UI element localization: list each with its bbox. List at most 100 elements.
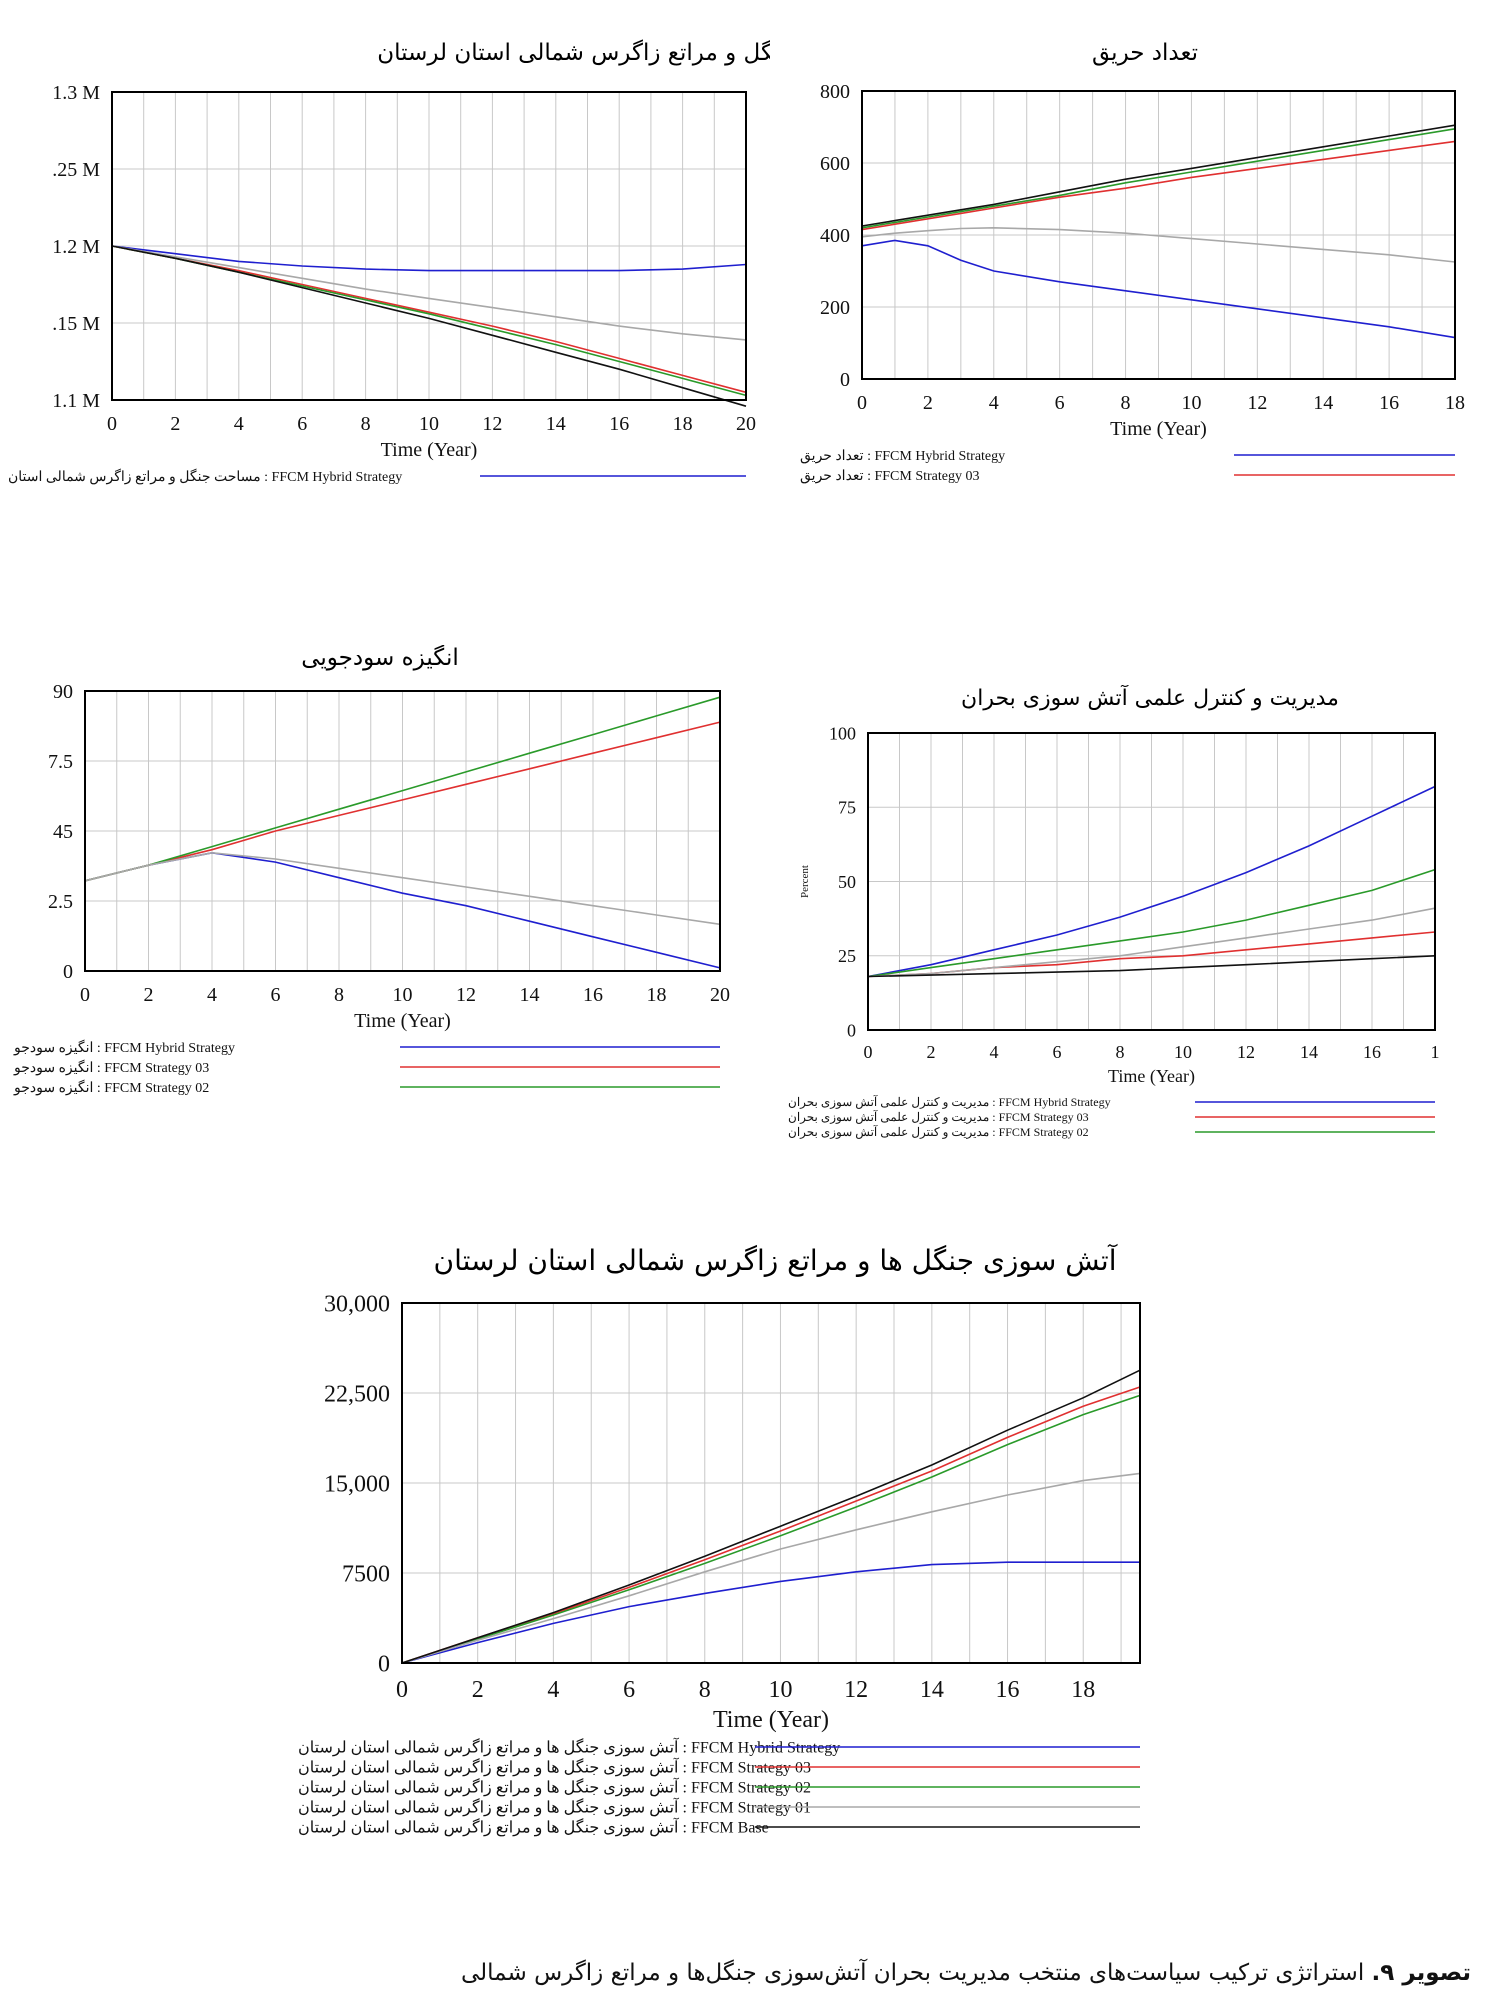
series-line-ffcm-strategy-02 [861,128,1456,229]
y-tick-label: 600 [820,153,850,175]
x-tick-label: 2 [923,392,933,414]
x-tick-label: 0 [396,1677,408,1703]
x-tick-label: 20 [710,984,730,1006]
chart-title: مدیریت و کنترل علمی آتش سوزی بحران [961,685,1339,711]
y-tick-label: 25 [838,946,856,966]
y-tick-label: 22,500 [324,1381,390,1407]
x-tick-label: 12 [1247,392,1267,414]
y-tick-label: .25 M [52,159,100,181]
x-tick-label: 10 [419,413,439,435]
y-tick-label: 1.3 M [52,82,100,104]
x-tick-label: 2 [472,1677,484,1703]
y-tick-label: 90 [53,681,73,703]
x-tick-label: 8 [1116,1042,1125,1062]
y-axis-label: Percent [799,865,811,898]
x-tick-label: 10 [1174,1042,1192,1062]
series-line-ffcm-base [867,955,1436,978]
x-tick-label: 4 [207,984,217,1006]
x-tick-label: 18 [1445,392,1465,414]
x-tick-label: 16 [996,1677,1020,1703]
x-axis-label: Time (Year) [381,439,478,461]
legend-label: انگیزه سودجو : FFCM Strategy 03 [13,1059,209,1076]
x-tick-label: 14 [520,984,540,1006]
legend-label: انگیزه سودجو : FFCM Hybrid Strategy [13,1039,235,1056]
x-tick-label: 10 [768,1677,792,1703]
chart-wildfire: آتش سوزی جنگل ها و مراتع زاگرس شمالی است… [298,1244,1141,1837]
x-tick-label: 4 [989,392,999,414]
y-tick-label: 50 [838,872,856,892]
x-tick-label: 2 [927,1042,936,1062]
legend-label: آتش سوزی جنگل ها و مراتع زاگرس شمالی است… [298,1757,811,1777]
y-tick-label: 7500 [342,1561,390,1587]
x-tick-label: 12 [1237,1042,1255,1062]
x-tick-label: 0 [80,984,90,1006]
x-tick-label: 8 [1121,392,1131,414]
x-tick-label: 18 [1071,1677,1095,1703]
x-tick-label: 4 [990,1042,999,1062]
legend-label: آتش سوزی جنگل ها و مراتع زاگرس شمالی است… [298,1737,840,1757]
series-line-ffcm-hybrid-strategy [401,1561,1140,1664]
chart-profit-motive: انگیزه سودجویی 90 7.5 45 2.5 00 2 4 6 8 10 12 14 16 18… [13,645,730,1096]
x-tick-label: 2 [144,984,154,1006]
x-tick-label: 8 [334,984,344,1006]
x-tick-label: 16 [583,984,603,1006]
y-tick-label: 400 [820,225,850,247]
plot-frame [84,690,721,972]
series-line-ffcm-strategy-01 [861,226,1456,263]
y-tick-label: 1.1 M [52,390,100,412]
x-tick-label: 0 [107,413,117,435]
y-tick-label: 800 [820,81,850,103]
chart-title: آتش سوزی جنگل ها و مراتع زاگرس شمالی است… [434,1244,1118,1277]
series-line-ffcm-strategy-03 [401,1386,1141,1664]
x-tick-label: 14 [546,413,566,435]
y-tick-label: 15,000 [324,1471,390,1497]
y-tick-label: 100 [829,723,856,743]
legend-label: مدیریت و کنترل علمی آتش سوزی بحران : FFC… [788,1109,1089,1124]
y-tick-label: 0 [63,961,73,983]
series-line-ffcm-base [861,124,1456,227]
plot-frame [111,91,747,401]
x-axis-label: Time (Year) [1108,1066,1195,1087]
y-tick-label: 200 [820,297,850,319]
legend-label: مدیریت و کنترل علمی آتش سوزی بحران : FFC… [788,1094,1111,1109]
x-axis-label: Time (Year) [354,1010,451,1032]
y-tick-label: 2.5 [48,891,73,913]
chart-forest-area: مساحت جنگل و مراتع زاگرس شمالی استان لرس… [8,39,770,485]
x-tick-label: 8 [361,413,371,435]
caption-label: تصویر ۹. [1371,1960,1471,1986]
x-tick-label: 14 [920,1677,944,1703]
legend-label: آتش سوزی جنگل ها و مراتع زاگرس شمالی است… [298,1797,811,1817]
series-line-ffcm-strategy-02 [867,868,1436,978]
x-tick-label: 6 [297,413,307,435]
chart-title: تعداد حریق [1092,40,1198,66]
x-tick-label: 18 [647,984,667,1006]
x-tick-label: 6 [271,984,281,1006]
plot-frame [401,1302,1141,1664]
chart-crisis-management: مدیریت و کنترل علمی آتش سوزی بحران100755… [788,685,1440,1139]
x-tick-label: 1 [1431,1042,1440,1062]
figure-caption: تصویر ۹. استراتژی ترکیب سیاست‌های منتخب … [171,1960,1471,1986]
series-line-ffcm-strategy-01 [867,907,1436,978]
legend-label: انگیزه سودجو : FFCM Strategy 02 [13,1079,209,1096]
series-line-ffcm-hybrid-strategy [861,239,1456,339]
x-tick-label: 4 [234,413,244,435]
x-axis-label: Time (Year) [713,1707,829,1733]
x-tick-label: 6 [1053,1042,1062,1062]
x-tick-label: 6 [1055,392,1065,414]
x-tick-label: 20 [736,413,756,435]
y-tick-label: .15 M [52,313,100,335]
legend-label: تعداد حریق : FFCM Strategy 03 [800,469,979,484]
x-tick-label: 16 [609,413,629,435]
plot-frame [861,90,1456,380]
x-tick-label: 14 [1313,392,1333,414]
x-tick-label: 0 [864,1042,873,1062]
caption-text: استراتژی ترکیب سیاست‌های منتخب مدیریت بح… [461,1960,1365,1986]
legend-label: مساحت جنگل و مراتع زاگرس شمالی استان : F… [8,468,402,485]
y-tick-label: 0 [378,1651,390,1677]
y-tick-label: 0 [847,1020,856,1040]
series-line-ffcm-base [401,1369,1141,1664]
x-tick-label: 12 [844,1677,868,1703]
y-tick-label: 45 [53,821,73,843]
x-axis-label: Time (Year) [1110,418,1207,440]
series-line-ffcm-strategy-01 [84,851,721,926]
